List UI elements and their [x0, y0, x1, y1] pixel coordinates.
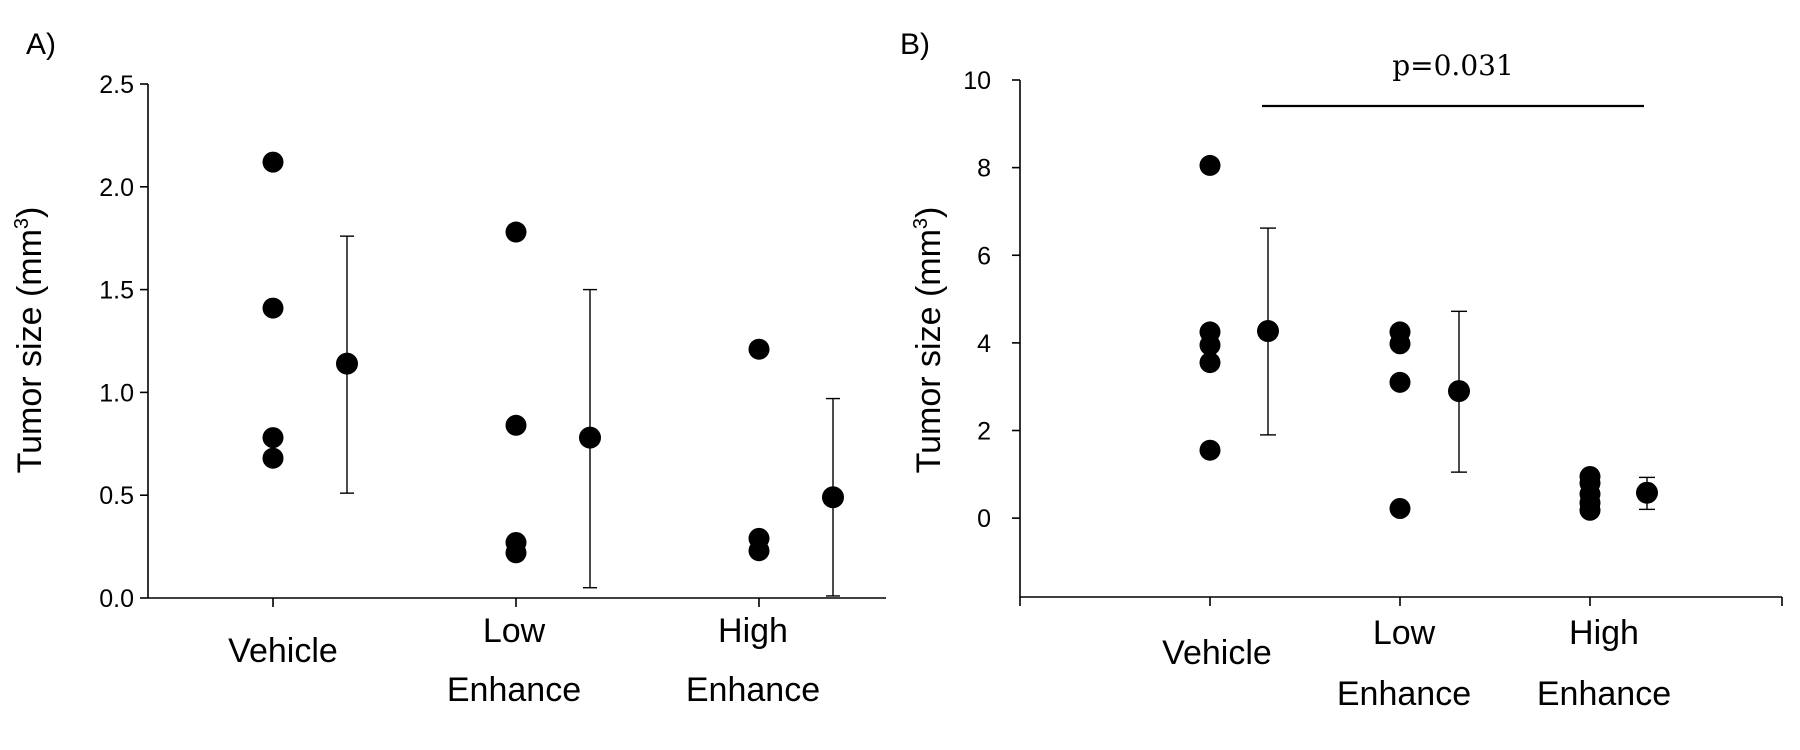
panel-b-y-ticks: 0 2 4 6 8 10 [963, 67, 1020, 533]
panel-b-category-label-line1: Low [1373, 614, 1436, 652]
panel-b-y-tick-label: 8 [977, 155, 991, 183]
panel-b-y-tick-label: 10 [963, 67, 991, 95]
panel-b-y-axis-title: Tumor size (mm3) [910, 207, 948, 474]
panel-b-ylabel-superscript: 3 [910, 218, 932, 229]
panel-b-y-tick-label: 0 [977, 505, 991, 533]
panel-a-data-point [505, 221, 527, 243]
panel-a-categories: Vehicle Low Enhance High Enhance [228, 612, 820, 709]
panel-b-data-point [1199, 154, 1221, 176]
panel-b-data-point [1199, 334, 1221, 356]
panel-a-data-point [262, 427, 284, 449]
panel-a-ylabel-text: Tumor size (mm [11, 229, 49, 473]
panel-a-category-label: Vehicle [228, 632, 338, 670]
panel-a-data-point [262, 297, 284, 319]
panel-a-data-point [505, 542, 527, 564]
panel-b-group-2 [1389, 310, 1470, 606]
panel-b-data [1199, 154, 1658, 606]
panel-b-data-point [1579, 499, 1601, 521]
panel-b-group-1 [1199, 154, 1279, 606]
panel-a-y-axis-title: Tumor size (mm3) [11, 207, 49, 474]
panel-a-data-point [748, 338, 770, 360]
panel-a-y-tick-label: 2.0 [99, 174, 134, 202]
panel-a-y-tick-label: 1.5 [99, 277, 134, 305]
panel-a-ylabel-close: ) [11, 207, 49, 218]
panel-a-group-2 [505, 221, 601, 607]
panel-a-y-tick-label: 0.5 [99, 482, 134, 510]
panel-b-data-point [1389, 497, 1411, 519]
panel-a-data-point [262, 151, 284, 173]
panel-b-data-point [1389, 333, 1411, 355]
panel-a-category-label-line2: Enhance [686, 671, 820, 709]
panel-b-mean-point [1257, 320, 1279, 343]
panel-b-data-point [1199, 352, 1221, 374]
panel-b-group-3 [1579, 466, 1658, 606]
panel-a: A) 0.0 0.5 1.0 1.5 2.0 2.5 Vehicle Low Enhance H… [11, 28, 886, 709]
panel-a-y-ticks: 0.0 0.5 1.0 1.5 2.0 2.5 [99, 71, 148, 613]
p-value-annotation: p=0.031 [1392, 49, 1514, 82]
panel-a-mean-point [822, 486, 844, 509]
panel-b-data-point [1199, 439, 1221, 461]
panel-b-mean-point [1448, 380, 1470, 403]
panel-a-category-label-line1: Low [483, 612, 546, 650]
panel-a-y-tick-label: 1.0 [99, 379, 134, 407]
panel-a-y-tick-label: 2.5 [99, 71, 134, 99]
panel-a-category-label-line2: Enhance [447, 671, 581, 709]
panel-b-category-label: Vehicle [1162, 634, 1272, 672]
panel-a-data-point [262, 447, 284, 469]
panel-a-label: A) [26, 28, 56, 61]
panel-b-data-point [1389, 371, 1411, 393]
panel-b-ylabel-text: Tumor size (mm [910, 229, 948, 473]
panel-a-data-point [748, 540, 770, 562]
panel-b-category-label-line2: Enhance [1537, 675, 1671, 713]
panel-b-y-tick-label: 2 [977, 418, 991, 446]
panel-a-mean-point [336, 352, 358, 375]
panel-a-mean-point [579, 426, 601, 449]
panel-b-categories: Vehicle Low Enhance High Enhance [1162, 614, 1671, 713]
panel-b-ylabel-close: ) [910, 207, 948, 218]
panel-b-category-label-line1: High [1569, 614, 1639, 652]
panel-a-group-3 [748, 338, 844, 607]
panel-b-label: B) [900, 28, 930, 61]
panel-a-ylabel-superscript: 3 [11, 218, 33, 229]
panel-a-y-tick-label: 0.0 [99, 585, 134, 613]
panel-a-data-point [505, 414, 527, 436]
panel-b-y-tick-label: 4 [977, 330, 991, 358]
panel-b-y-tick-label: 6 [977, 242, 991, 270]
panel-a-category-label-line1: High [718, 612, 788, 650]
panel-a-data [262, 151, 844, 607]
panel-b-category-label-line2: Enhance [1337, 675, 1471, 713]
panel-a-group-1 [262, 151, 358, 607]
panel-b-mean-point [1636, 481, 1658, 504]
